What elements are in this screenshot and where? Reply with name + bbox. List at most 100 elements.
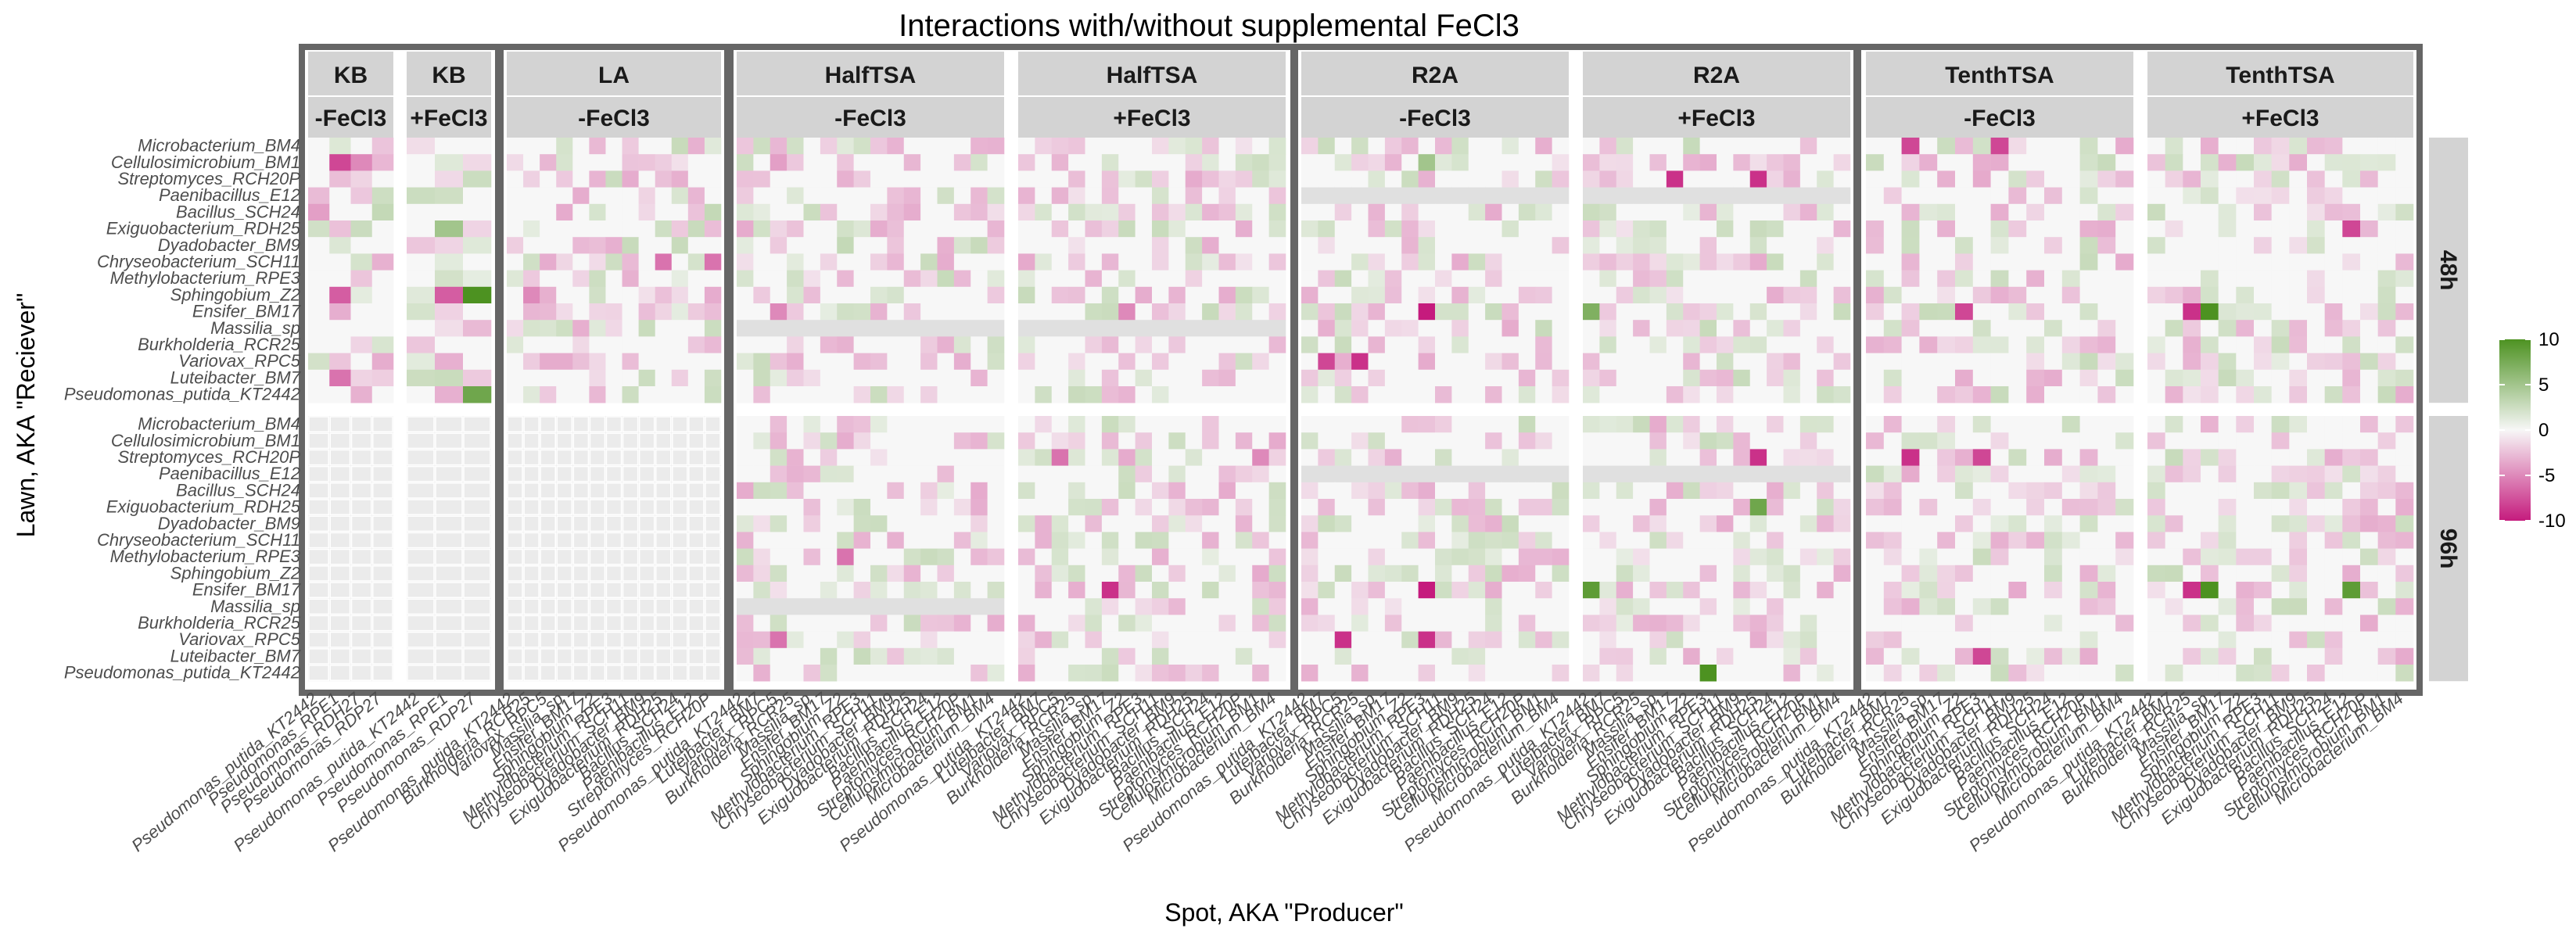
heatmap-cell: [1990, 615, 2009, 632]
heatmap-cell: [1583, 286, 1600, 304]
heatmap-cell: [1666, 647, 1684, 665]
heatmap-cell: [507, 138, 524, 155]
heatmap-cell: [1185, 170, 1203, 188]
heatmap-cell: [1068, 416, 1085, 433]
heatmap-cell: [1518, 515, 1536, 532]
heatmap-cell: [435, 237, 464, 254]
heatmap-cell: [1152, 320, 1169, 337]
heatmap-cell: [770, 665, 788, 682]
heatmap-cell: [2395, 187, 2414, 205]
heatmap-cell: [1152, 532, 1169, 549]
heatmap-cell: [2254, 253, 2272, 271]
heatmap-cell: [1252, 237, 1269, 254]
heatmap-cell: [2377, 220, 2396, 238]
heatmap-cell-empty: [540, 449, 556, 466]
heatmap-cell: [622, 336, 639, 353]
heatmap-cell-empty: [605, 648, 622, 665]
heatmap-cell: [2342, 631, 2361, 649]
heatmap-cell: [803, 449, 821, 466]
heatmap-cell: [1118, 465, 1136, 483]
heatmap-cell: [2061, 237, 2080, 254]
heatmap-cell: [853, 432, 871, 450]
heatmap-cell: [2147, 465, 2165, 483]
heatmap-cell: [1666, 320, 1684, 337]
heatmap-cell: [1866, 187, 1885, 205]
heatmap-cell: [753, 237, 771, 254]
heatmap-cell: [737, 286, 754, 304]
heatmap-cell: [1649, 548, 1667, 566]
heatmap-cell: [1972, 253, 1991, 271]
heatmap-cell-empty: [435, 565, 463, 582]
heatmap-cell: [1368, 237, 1386, 254]
heatmap-cell: [1334, 220, 1352, 238]
heatmap-cell: [1833, 532, 1851, 549]
heatmap-cell: [2395, 532, 2414, 549]
heatmap-cell: [2289, 386, 2308, 403]
heatmap-cell: [2254, 565, 2272, 582]
heatmap-cell: [987, 416, 1005, 433]
heatmap-cell: [1749, 615, 1767, 632]
heatmap-cell-empty: [688, 515, 705, 532]
heatmap-cell: [1418, 170, 1436, 188]
heatmap-cell: [1535, 465, 1552, 483]
heatmap-cell: [1616, 515, 1634, 532]
heatmap-cell: [1699, 187, 1717, 205]
heatmap-cell: [1401, 482, 1419, 500]
heatmap-cell: [2377, 386, 2396, 403]
heatmap-cell: [2147, 449, 2165, 466]
heatmap-cell: [1168, 237, 1186, 254]
heatmap-cell: [1633, 203, 1650, 221]
heatmap-cell: [1990, 138, 2009, 155]
heatmap-cell: [1035, 532, 1053, 549]
heatmap-cell: [1368, 482, 1386, 500]
heatmap-cell: [1018, 353, 1035, 371]
heatmap-cell: [1666, 598, 1684, 615]
heatmap-cell: [2324, 565, 2343, 582]
heatmap-cell: [870, 565, 888, 582]
heatmap-cell: [1767, 203, 1784, 221]
heatmap-cell: [1334, 353, 1352, 371]
heatmap-cell: [2097, 154, 2116, 171]
heatmap-cell: [2289, 532, 2308, 549]
heatmap-cell: [1168, 582, 1186, 599]
heatmap-cell: [1485, 138, 1502, 155]
heatmap-cell: [1990, 270, 2009, 288]
heatmap-cell: [308, 187, 330, 205]
heatmap-cell: [1817, 499, 1834, 516]
heatmap-cell: [2307, 582, 2325, 599]
heatmap-cell: [2097, 369, 2116, 387]
heatmap-cell-empty: [308, 665, 329, 681]
heatmap-cell: [1901, 416, 1920, 433]
heatmap-cell-empty: [523, 615, 540, 632]
heatmap-cell: [1118, 203, 1136, 221]
heatmap-cell: [1185, 303, 1203, 321]
heatmap-cell: [1118, 386, 1136, 403]
heatmap-cell: [1501, 237, 1519, 254]
heatmap-cell: [2183, 647, 2201, 665]
heatmap-cell: [2165, 187, 2183, 205]
heatmap-cell: [1101, 482, 1119, 500]
heatmap-cell: [2097, 170, 2116, 188]
heatmap-cell: [1202, 369, 1219, 387]
heatmap-cell: [1749, 203, 1767, 221]
heatmap-cell: [1866, 386, 1885, 403]
heatmap-cell: [870, 237, 888, 254]
heatmap-cell: [737, 665, 754, 682]
heatmap-cell: [1683, 253, 1700, 271]
heatmap-cell: [1384, 532, 1402, 549]
heatmap-cell: [523, 386, 540, 403]
heatmap-cell: [2395, 220, 2414, 238]
heatmap-cell: [953, 336, 971, 353]
heatmap-cell: [1351, 615, 1369, 632]
heatmap-cell: [687, 237, 705, 254]
heatmap-cell: [970, 432, 988, 450]
heatmap-cell: [1168, 631, 1186, 649]
heatmap-cell: [638, 253, 655, 271]
heatmap-cell: [1202, 320, 1219, 337]
heatmap-cell-empty: [540, 532, 556, 549]
heatmap-cell: [1152, 187, 1169, 205]
heatmap-cell: [1152, 369, 1169, 387]
heatmap-cell: [704, 154, 722, 171]
heatmap-cell: [463, 154, 492, 171]
heatmap-cell: [1599, 482, 1617, 500]
